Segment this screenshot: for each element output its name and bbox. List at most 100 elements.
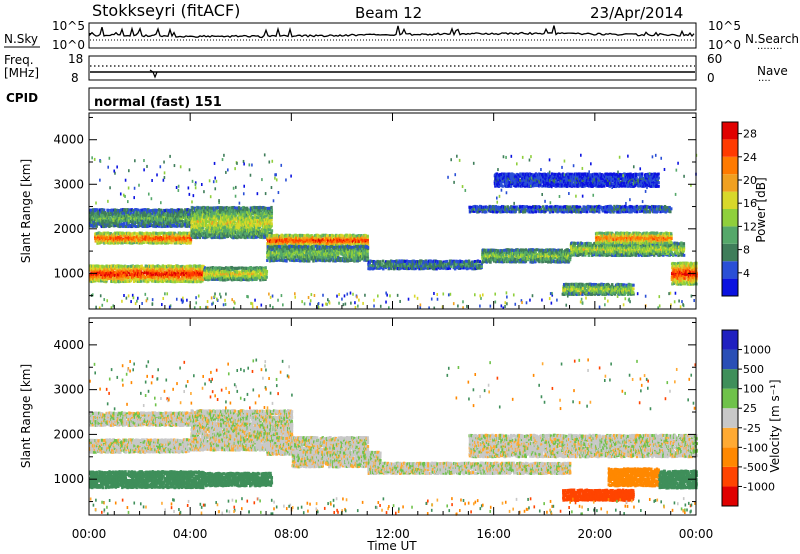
power-cell [93, 222, 96, 226]
power-cell [235, 225, 238, 229]
power-cell [318, 234, 321, 238]
power-cell [181, 279, 184, 283]
power-cell [280, 233, 283, 237]
power-cell [294, 241, 297, 245]
power-cell [265, 269, 269, 273]
power-cell [165, 269, 168, 273]
power-cell [103, 211, 107, 215]
power-cell [176, 236, 180, 240]
power-cell [337, 239, 341, 243]
power-cell [266, 210, 269, 214]
power-cell [259, 270, 262, 274]
power-cell [326, 243, 330, 247]
power-cell [201, 275, 204, 279]
power-cell [347, 238, 351, 242]
power-cell [117, 224, 120, 228]
power-cell [170, 218, 173, 222]
power-cell [111, 210, 115, 214]
power-cell [173, 236, 177, 240]
power-cell [121, 224, 125, 228]
power-cell [149, 275, 152, 279]
power-cell [213, 234, 217, 238]
power-cell [263, 273, 266, 277]
power-cell [225, 219, 228, 223]
power-cell [177, 275, 181, 279]
power-cell [248, 215, 252, 219]
power-cell [226, 270, 229, 274]
power-cell [185, 241, 189, 245]
power-cell [191, 269, 194, 273]
power-cell [281, 252, 284, 256]
power-cell [151, 239, 155, 243]
power-cell [247, 276, 250, 280]
power-cell [191, 267, 194, 271]
nsky-label: N.Sky [4, 32, 38, 46]
power-cell [262, 220, 265, 224]
power-cell [140, 241, 143, 245]
power-cell [206, 266, 210, 270]
power-cell [276, 258, 280, 262]
power-cell [146, 216, 150, 220]
power-cell [188, 212, 191, 216]
power-cell [270, 213, 273, 217]
power-cell [366, 239, 369, 243]
nave-label: Nave [757, 64, 788, 78]
power-cell [178, 222, 181, 226]
power-cell [274, 242, 277, 246]
power-cell [126, 235, 129, 239]
power-cell [267, 228, 270, 232]
freq-label-line2: [MHz] [4, 66, 39, 80]
power-cell [119, 275, 122, 279]
power-cell [182, 240, 186, 244]
power-cell [246, 232, 250, 236]
power-cell [152, 273, 155, 277]
power-cell [228, 212, 232, 216]
power-cell [110, 266, 114, 270]
power-cell [172, 239, 176, 243]
power-cell [114, 239, 117, 243]
power-cell [199, 208, 202, 212]
power-cell [310, 243, 313, 247]
power-cell [155, 279, 159, 283]
power-cell [109, 275, 113, 279]
power-cell [287, 233, 290, 237]
freq-tick-top: 18 [68, 52, 83, 66]
power-cell [257, 212, 261, 216]
power-cell [133, 241, 136, 245]
power-cell [132, 233, 135, 237]
power-cell [260, 266, 264, 270]
power-cell [249, 222, 252, 226]
power-cell [174, 213, 178, 217]
power-cell [203, 266, 207, 270]
power-cell [331, 239, 334, 243]
power-cell [108, 214, 111, 218]
power-cell [259, 268, 262, 272]
power-cell [335, 244, 338, 248]
power-cell [234, 214, 237, 218]
power-cell [177, 208, 181, 212]
power-cell [255, 270, 258, 274]
power-cell [306, 241, 309, 245]
power-cell [109, 216, 112, 220]
power-cell [352, 234, 356, 238]
power-cell [107, 273, 110, 277]
power-cell [124, 225, 128, 229]
power-cell [148, 220, 152, 224]
power-cell [92, 264, 95, 268]
power-cell [149, 235, 152, 239]
power-cell [232, 214, 236, 218]
power-cell [127, 239, 131, 243]
power-cell [227, 216, 230, 220]
power-cell [94, 239, 97, 243]
power-cell [112, 264, 115, 268]
power-cell [267, 249, 271, 253]
power-cell [181, 220, 184, 224]
power-cell [127, 222, 130, 226]
power-cell [173, 212, 176, 216]
power-cell [254, 233, 257, 237]
power-cell [95, 273, 99, 277]
power-cell [100, 222, 104, 226]
power-cell [202, 235, 205, 239]
power-cell [186, 235, 190, 239]
power-cell [286, 241, 289, 245]
